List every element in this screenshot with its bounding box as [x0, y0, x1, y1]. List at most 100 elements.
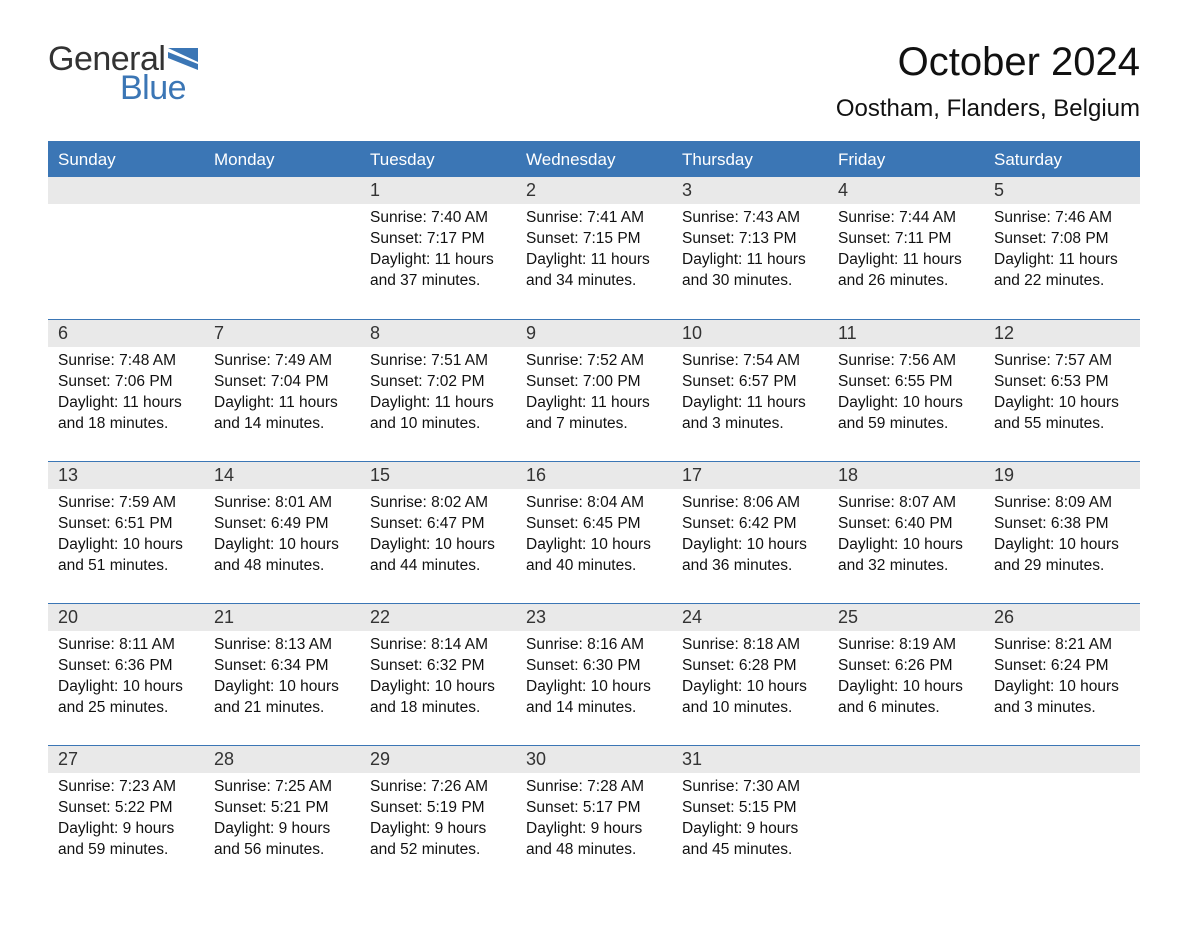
day-number: 31	[672, 746, 828, 773]
day-detail: Sunrise: 7:28 AMSunset: 5:17 PMDaylight:…	[516, 773, 672, 871]
day-number: 27	[48, 746, 204, 773]
day-detail: Sunrise: 8:09 AMSunset: 6:38 PMDaylight:…	[984, 489, 1140, 587]
day-detail: Sunrise: 8:07 AMSunset: 6:40 PMDaylight:…	[828, 489, 984, 587]
day-number: 30	[516, 746, 672, 773]
sunset-line: Sunset: 6:49 PM	[214, 514, 350, 535]
sunset-line: Sunset: 7:04 PM	[214, 372, 350, 393]
sunset-line: Sunset: 6:42 PM	[682, 514, 818, 535]
title-block: October 2024 Oostham, Flanders, Belgium	[836, 40, 1140, 123]
sunrise-line: Sunrise: 7:30 AM	[682, 777, 818, 798]
sunset-line: Sunset: 6:55 PM	[838, 372, 974, 393]
sunrise-line: Sunrise: 8:02 AM	[370, 493, 506, 514]
day-detail: Sunrise: 8:19 AMSunset: 6:26 PMDaylight:…	[828, 631, 984, 729]
day-number: 28	[204, 746, 360, 773]
day-detail: Sunrise: 7:48 AMSunset: 7:06 PMDaylight:…	[48, 347, 204, 445]
calendar-grid: SundayMondayTuesdayWednesdayThursdayFrid…	[48, 141, 1140, 887]
calendar-cell: 9Sunrise: 7:52 AMSunset: 7:00 PMDaylight…	[516, 319, 672, 461]
calendar-cell: 7Sunrise: 7:49 AMSunset: 7:04 PMDaylight…	[204, 319, 360, 461]
calendar-cell: 18Sunrise: 8:07 AMSunset: 6:40 PMDayligh…	[828, 461, 984, 603]
sunrise-line: Sunrise: 8:11 AM	[58, 635, 194, 656]
daylight-line: Daylight: 10 hours and 51 minutes.	[58, 535, 194, 577]
calendar-cell: 25Sunrise: 8:19 AMSunset: 6:26 PMDayligh…	[828, 603, 984, 745]
day-of-week-header: Wednesday	[516, 143, 672, 177]
sunset-line: Sunset: 7:02 PM	[370, 372, 506, 393]
sunset-line: Sunset: 6:51 PM	[58, 514, 194, 535]
calendar-cell: 11Sunrise: 7:56 AMSunset: 6:55 PMDayligh…	[828, 319, 984, 461]
calendar-cell: 3Sunrise: 7:43 AMSunset: 7:13 PMDaylight…	[672, 177, 828, 319]
daylight-line: Daylight: 10 hours and 3 minutes.	[994, 677, 1130, 719]
day-detail: Sunrise: 7:40 AMSunset: 7:17 PMDaylight:…	[360, 204, 516, 302]
sunrise-line: Sunrise: 7:56 AM	[838, 351, 974, 372]
sunrise-line: Sunrise: 8:16 AM	[526, 635, 662, 656]
day-number: 7	[204, 320, 360, 347]
day-of-week-header: Tuesday	[360, 143, 516, 177]
day-number: 6	[48, 320, 204, 347]
calendar-cell: 16Sunrise: 8:04 AMSunset: 6:45 PMDayligh…	[516, 461, 672, 603]
calendar-cell: 14Sunrise: 8:01 AMSunset: 6:49 PMDayligh…	[204, 461, 360, 603]
day-number: 1	[360, 177, 516, 204]
daylight-line: Daylight: 10 hours and 29 minutes.	[994, 535, 1130, 577]
sunrise-line: Sunrise: 7:43 AM	[682, 208, 818, 229]
day-number	[204, 177, 360, 204]
day-detail: Sunrise: 8:16 AMSunset: 6:30 PMDaylight:…	[516, 631, 672, 729]
sunset-line: Sunset: 5:19 PM	[370, 798, 506, 819]
calendar-cell: 13Sunrise: 7:59 AMSunset: 6:51 PMDayligh…	[48, 461, 204, 603]
day-of-week-header: Sunday	[48, 143, 204, 177]
day-of-week-header: Thursday	[672, 143, 828, 177]
day-number: 12	[984, 320, 1140, 347]
calendar-cell: 20Sunrise: 8:11 AMSunset: 6:36 PMDayligh…	[48, 603, 204, 745]
calendar-cell: 17Sunrise: 8:06 AMSunset: 6:42 PMDayligh…	[672, 461, 828, 603]
day-detail: Sunrise: 7:30 AMSunset: 5:15 PMDaylight:…	[672, 773, 828, 871]
daylight-line: Daylight: 11 hours and 30 minutes.	[682, 250, 818, 292]
day-detail: Sunrise: 7:52 AMSunset: 7:00 PMDaylight:…	[516, 347, 672, 445]
sunset-line: Sunset: 6:32 PM	[370, 656, 506, 677]
day-number: 19	[984, 462, 1140, 489]
calendar-cell: 15Sunrise: 8:02 AMSunset: 6:47 PMDayligh…	[360, 461, 516, 603]
sunset-line: Sunset: 7:00 PM	[526, 372, 662, 393]
calendar-cell: 26Sunrise: 8:21 AMSunset: 6:24 PMDayligh…	[984, 603, 1140, 745]
sunset-line: Sunset: 7:17 PM	[370, 229, 506, 250]
day-number: 26	[984, 604, 1140, 631]
sunset-line: Sunset: 5:17 PM	[526, 798, 662, 819]
sunrise-line: Sunrise: 7:51 AM	[370, 351, 506, 372]
day-number: 8	[360, 320, 516, 347]
day-number: 5	[984, 177, 1140, 204]
day-of-week-header: Saturday	[984, 143, 1140, 177]
daylight-line: Daylight: 10 hours and 14 minutes.	[526, 677, 662, 719]
sunset-line: Sunset: 7:13 PM	[682, 229, 818, 250]
daylight-line: Daylight: 10 hours and 55 minutes.	[994, 393, 1130, 435]
daylight-line: Daylight: 9 hours and 48 minutes.	[526, 819, 662, 861]
sunset-line: Sunset: 7:11 PM	[838, 229, 974, 250]
day-detail: Sunrise: 7:51 AMSunset: 7:02 PMDaylight:…	[360, 347, 516, 445]
daylight-line: Daylight: 10 hours and 21 minutes.	[214, 677, 350, 719]
daylight-line: Daylight: 10 hours and 10 minutes.	[682, 677, 818, 719]
day-number: 21	[204, 604, 360, 631]
sunset-line: Sunset: 5:22 PM	[58, 798, 194, 819]
daylight-line: Daylight: 9 hours and 52 minutes.	[370, 819, 506, 861]
calendar-cell	[48, 177, 204, 319]
calendar-cell	[984, 745, 1140, 887]
day-of-week-header: Monday	[204, 143, 360, 177]
calendar-cell: 4Sunrise: 7:44 AMSunset: 7:11 PMDaylight…	[828, 177, 984, 319]
sunset-line: Sunset: 6:53 PM	[994, 372, 1130, 393]
day-number: 9	[516, 320, 672, 347]
day-number: 16	[516, 462, 672, 489]
day-detail: Sunrise: 7:57 AMSunset: 6:53 PMDaylight:…	[984, 347, 1140, 445]
sunset-line: Sunset: 7:08 PM	[994, 229, 1130, 250]
day-detail: Sunrise: 8:21 AMSunset: 6:24 PMDaylight:…	[984, 631, 1140, 729]
day-detail: Sunrise: 8:13 AMSunset: 6:34 PMDaylight:…	[204, 631, 360, 729]
sunrise-line: Sunrise: 7:49 AM	[214, 351, 350, 372]
sunset-line: Sunset: 6:34 PM	[214, 656, 350, 677]
daylight-line: Daylight: 11 hours and 34 minutes.	[526, 250, 662, 292]
calendar-cell: 21Sunrise: 8:13 AMSunset: 6:34 PMDayligh…	[204, 603, 360, 745]
day-number: 22	[360, 604, 516, 631]
day-detail: Sunrise: 7:26 AMSunset: 5:19 PMDaylight:…	[360, 773, 516, 871]
page-header: General Blue October 2024 Oostham, Fland…	[48, 40, 1140, 123]
daylight-line: Daylight: 11 hours and 37 minutes.	[370, 250, 506, 292]
day-detail: Sunrise: 7:46 AMSunset: 7:08 PMDaylight:…	[984, 204, 1140, 302]
sunrise-line: Sunrise: 8:07 AM	[838, 493, 974, 514]
day-detail: Sunrise: 8:14 AMSunset: 6:32 PMDaylight:…	[360, 631, 516, 729]
logo-word2: Blue	[120, 69, 198, 108]
calendar-cell: 28Sunrise: 7:25 AMSunset: 5:21 PMDayligh…	[204, 745, 360, 887]
sunrise-line: Sunrise: 8:09 AM	[994, 493, 1130, 514]
